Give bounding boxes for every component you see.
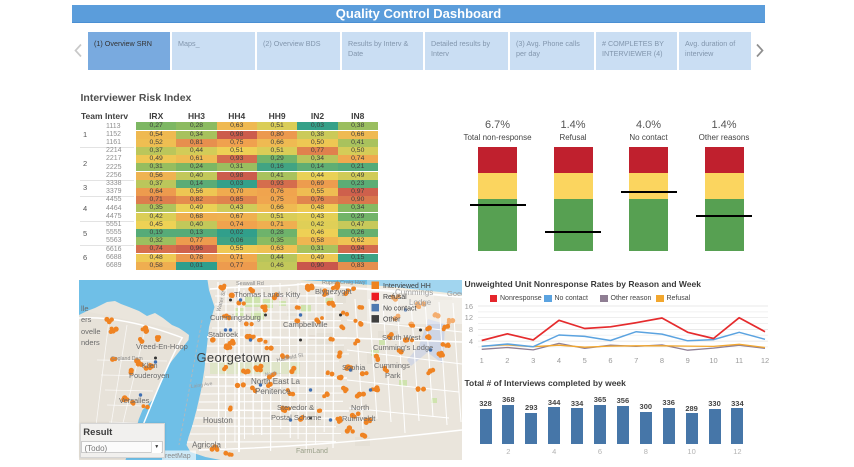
- svg-text:Laing Ave: Laing Ave: [190, 381, 213, 390]
- svg-text:Cumming's Lodge: Cumming's Lodge: [373, 343, 433, 352]
- svg-text:Cogland Dam: Cogland Dam: [111, 356, 143, 362]
- svg-text:Goedv: Goedv: [447, 289, 462, 298]
- svg-text:Penitence: Penitence: [255, 387, 291, 396]
- svg-text:Thomas Lands Kitty: Thomas Lands Kitty: [234, 290, 301, 299]
- svg-text:Stabroek: Stabroek: [208, 330, 238, 339]
- svg-text:lle: lle: [81, 304, 89, 313]
- svg-text:Agricola: Agricola: [192, 441, 221, 450]
- svg-text:Lodge: Lodge: [409, 298, 432, 307]
- svg-text:Georgetown: Georgetown: [196, 350, 270, 365]
- svg-text:Cummings: Cummings: [395, 288, 433, 297]
- svg-text:Versalles: Versalles: [119, 396, 150, 405]
- svg-text:Ruimveldt: Ruimveldt: [342, 414, 376, 423]
- svg-text:Cummings: Cummings: [374, 361, 410, 370]
- svg-text:No contact: No contact: [383, 305, 417, 312]
- svg-text:South West: South West: [382, 333, 422, 342]
- svg-text:Rupert Craig Hwy: Rupert Craig Hwy: [322, 280, 366, 286]
- svg-text:North East La: North East La: [251, 377, 300, 386]
- svg-text:ovelle: ovelle: [81, 327, 101, 336]
- svg-text:North: North: [351, 403, 369, 412]
- svg-text:ers: ers: [81, 315, 92, 324]
- svg-text:Campbellville: Campbellville: [283, 320, 328, 329]
- svg-text:North...: North...: [264, 370, 281, 378]
- svg-text:Stevedor &: Stevedor &: [277, 403, 314, 412]
- svg-text:Vreed-En-Hoop: Vreed-En-Hoop: [136, 342, 188, 351]
- svg-text:reetMap: reetMap: [165, 453, 191, 460]
- svg-text:Houston: Houston: [203, 416, 233, 425]
- svg-text:Park: Park: [385, 371, 401, 380]
- svg-text:Klien: Klien: [142, 363, 158, 370]
- svg-text:Interviewed HH: Interviewed HH: [383, 283, 431, 290]
- svg-text:Other: Other: [383, 317, 401, 324]
- svg-text:Pouderoyen: Pouderoyen: [129, 371, 169, 380]
- svg-text:FarmLand: FarmLand: [296, 448, 328, 455]
- svg-text:Sophia: Sophia: [342, 363, 366, 372]
- svg-text:Refusal: Refusal: [383, 294, 407, 301]
- svg-text:Blygezyght: Blygezyght: [315, 287, 353, 296]
- svg-text:Water St: Water St: [216, 290, 227, 312]
- svg-text:nders: nders: [81, 338, 100, 347]
- svg-text:Cummingsburg: Cummingsburg: [210, 313, 261, 322]
- svg-text:Seawall Rd: Seawall Rd: [236, 281, 264, 287]
- svg-text:Hadfield St: Hadfield St: [276, 352, 304, 364]
- svg-text:Postal Scheme: Postal Scheme: [271, 413, 321, 422]
